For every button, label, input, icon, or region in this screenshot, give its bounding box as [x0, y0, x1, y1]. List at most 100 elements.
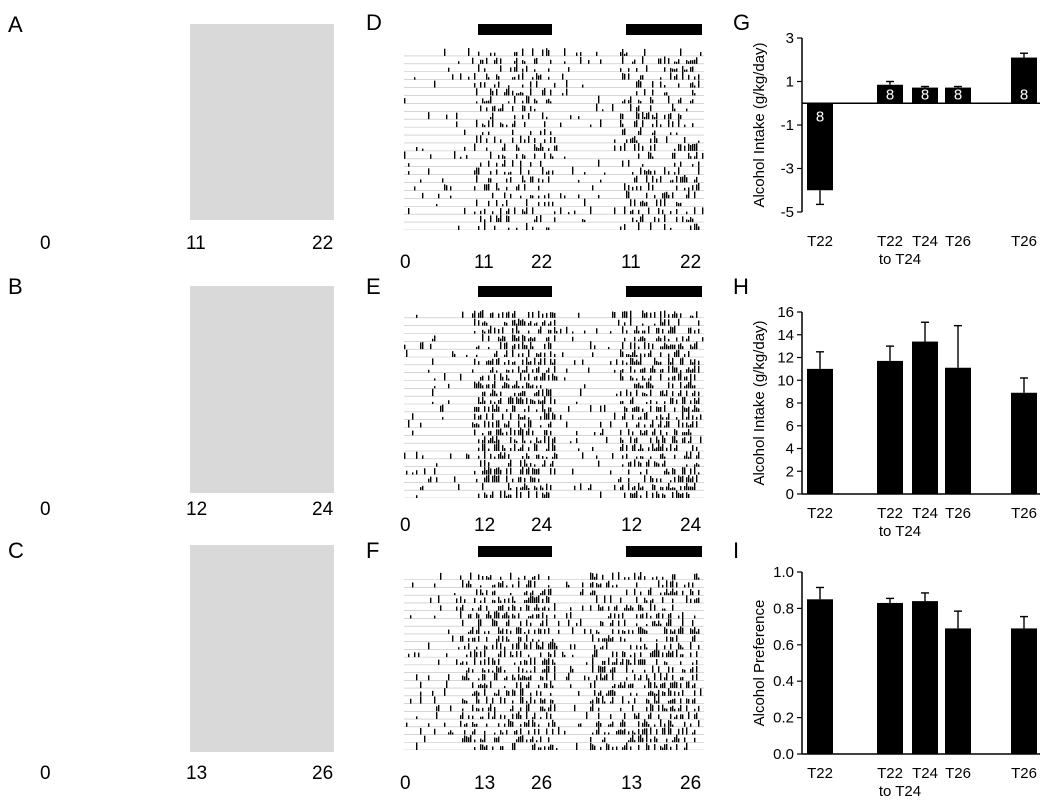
- group-label-1: to T24: [879, 523, 921, 540]
- panel-letter-g: G: [733, 10, 751, 35]
- y-axis-label-0: Alcohol Intake (g/kg/day): [751, 42, 768, 207]
- n-label-0-2: 8: [921, 86, 929, 103]
- tick-d-4: 22: [680, 252, 702, 273]
- category-label-2-3: T26: [945, 765, 971, 782]
- y-tick-label-2-3: 0.4: [773, 673, 794, 690]
- tick-b-2: 24: [312, 499, 334, 520]
- y-tick-label-2-0: 1.0: [773, 564, 794, 581]
- bar-0-4: [1011, 57, 1037, 104]
- y-tick-label-1-1: 14: [777, 327, 794, 344]
- bar-2-3: [945, 628, 971, 754]
- category-label-2-4: T26: [1011, 765, 1037, 782]
- y-tick-label-2-5: 0.0: [773, 746, 794, 763]
- tick-a-0: 0: [40, 233, 51, 254]
- bar-1-3: [945, 367, 971, 494]
- category-label-0-4: T26: [1011, 233, 1037, 250]
- tick-b-0: 0: [40, 499, 51, 520]
- y-tick-label-1-6: 4: [786, 441, 794, 458]
- tick-c-1: 13: [186, 763, 208, 784]
- bar-2-0: [807, 599, 833, 754]
- category-label-2-1: T22: [877, 765, 903, 782]
- category-label-0-0: T22: [807, 233, 833, 250]
- dark-bar-d-2: [626, 24, 702, 35]
- tick-f-0: 0: [400, 773, 411, 794]
- dark-bar-d-1: [478, 24, 552, 35]
- tick-a-1: 11: [186, 233, 206, 254]
- light-phase-block-b: [190, 286, 334, 493]
- bar-chart-h: 16 14 12 10 8 6 4 2 0 Alcohol Intake (g/kg/day) T2…: [751, 304, 1040, 540]
- tick-e-4: 24: [680, 515, 702, 536]
- tick-f-3: 13: [621, 773, 643, 794]
- panel-letter-d: D: [366, 10, 382, 35]
- bar-0-1: [877, 84, 903, 104]
- y-tick-label-2-2: 0.6: [773, 637, 794, 654]
- group-label-2: to T24: [879, 783, 921, 800]
- tick-f-4: 26: [680, 773, 702, 794]
- y-tick-label-1-3: 10: [777, 372, 794, 389]
- bar-0-0: [807, 103, 833, 191]
- y-tick-label-1-5: 6: [786, 418, 794, 435]
- tick-d-0: 0: [400, 252, 411, 273]
- dark-bar-e-1: [478, 286, 552, 297]
- bar-2-2: [912, 601, 938, 754]
- category-label-2-2: T24: [912, 765, 938, 782]
- panel-letter-h: H: [733, 274, 749, 299]
- bar-0-3: [945, 87, 971, 104]
- dark-bar-f-1: [478, 546, 552, 557]
- bar-chart-i: 1.0 0.8 0.6 0.4 0.2 0.0 Alcohol Preference T22 T…: [751, 564, 1040, 800]
- tick-f-2: 26: [531, 773, 553, 794]
- category-label-0-1: T22: [877, 233, 903, 250]
- tick-a-2: 22: [312, 233, 334, 254]
- category-label-0-2: T24: [912, 233, 938, 250]
- category-label-1-3: T26: [945, 505, 971, 522]
- y-axis-label-1: Alcohol Intake (g/kg/day): [751, 320, 768, 485]
- bar-2-4: [1011, 628, 1037, 754]
- n-label-0-4: 8: [1020, 86, 1028, 103]
- bar-1-0: [807, 368, 833, 494]
- bar-1-4: [1011, 392, 1037, 494]
- y-tick-label-1-2: 12: [777, 350, 794, 367]
- tick-e-2: 24: [531, 515, 553, 536]
- y-tick-label-2-1: 0.8: [773, 600, 794, 617]
- bar-0-2: [912, 87, 938, 104]
- category-label-1-1: T22: [877, 505, 903, 522]
- panel-letter-f: F: [366, 538, 380, 563]
- category-label-1-0: T22: [807, 505, 833, 522]
- category-label-0-3: T26: [945, 233, 971, 250]
- y-tick-label-0-1: 1: [786, 74, 794, 91]
- y-tick-label-2-4: 0.2: [773, 710, 794, 727]
- y-tick-label-0-3: -3: [781, 161, 794, 178]
- y-axis-label-2: Alcohol Preference: [751, 600, 768, 727]
- tick-e-3: 12: [621, 515, 643, 536]
- tick-d-1: 11: [474, 252, 494, 273]
- dark-bar-e-2: [626, 286, 702, 297]
- category-label-1-4: T26: [1011, 505, 1037, 522]
- panel-letter-c: C: [8, 538, 24, 563]
- n-label-0-3: 8: [954, 86, 962, 103]
- light-phase-block-a: [190, 24, 334, 220]
- y-tick-label-1-8: 0: [786, 486, 794, 503]
- tick-d-2: 22: [531, 252, 553, 273]
- group-label-0: to T24: [879, 251, 921, 268]
- panel-letter-a: A: [8, 12, 23, 37]
- bar-1-1: [877, 360, 903, 494]
- y-tick-label-1-4: 8: [786, 395, 794, 412]
- tick-d-3: 11: [621, 252, 641, 273]
- panel-letter-i: I: [733, 538, 740, 563]
- bar-chart-g: 3 1 -1 -3 -5 Alcohol Intake (g/kg/day) 8 T22 8 T2…: [751, 30, 1040, 268]
- actogram-plot-d: [404, 48, 704, 230]
- y-tick-label-0-2: -1: [781, 117, 794, 134]
- y-tick-label-0-0: 3: [786, 30, 794, 47]
- category-label-1-2: T24: [912, 505, 938, 522]
- tick-b-1: 12: [186, 499, 208, 520]
- tick-e-1: 12: [474, 515, 496, 536]
- bar-1-2: [912, 341, 938, 494]
- y-tick-label-1-7: 2: [786, 463, 794, 480]
- tick-c-2: 26: [312, 763, 334, 784]
- panel-letter-b: B: [8, 274, 23, 299]
- n-label-0-0: 8: [816, 108, 824, 125]
- light-phase-block-c: [190, 545, 334, 752]
- actogram-plot-f: [404, 572, 704, 750]
- tick-e-0: 0: [400, 515, 411, 536]
- tick-f-1: 13: [474, 773, 496, 794]
